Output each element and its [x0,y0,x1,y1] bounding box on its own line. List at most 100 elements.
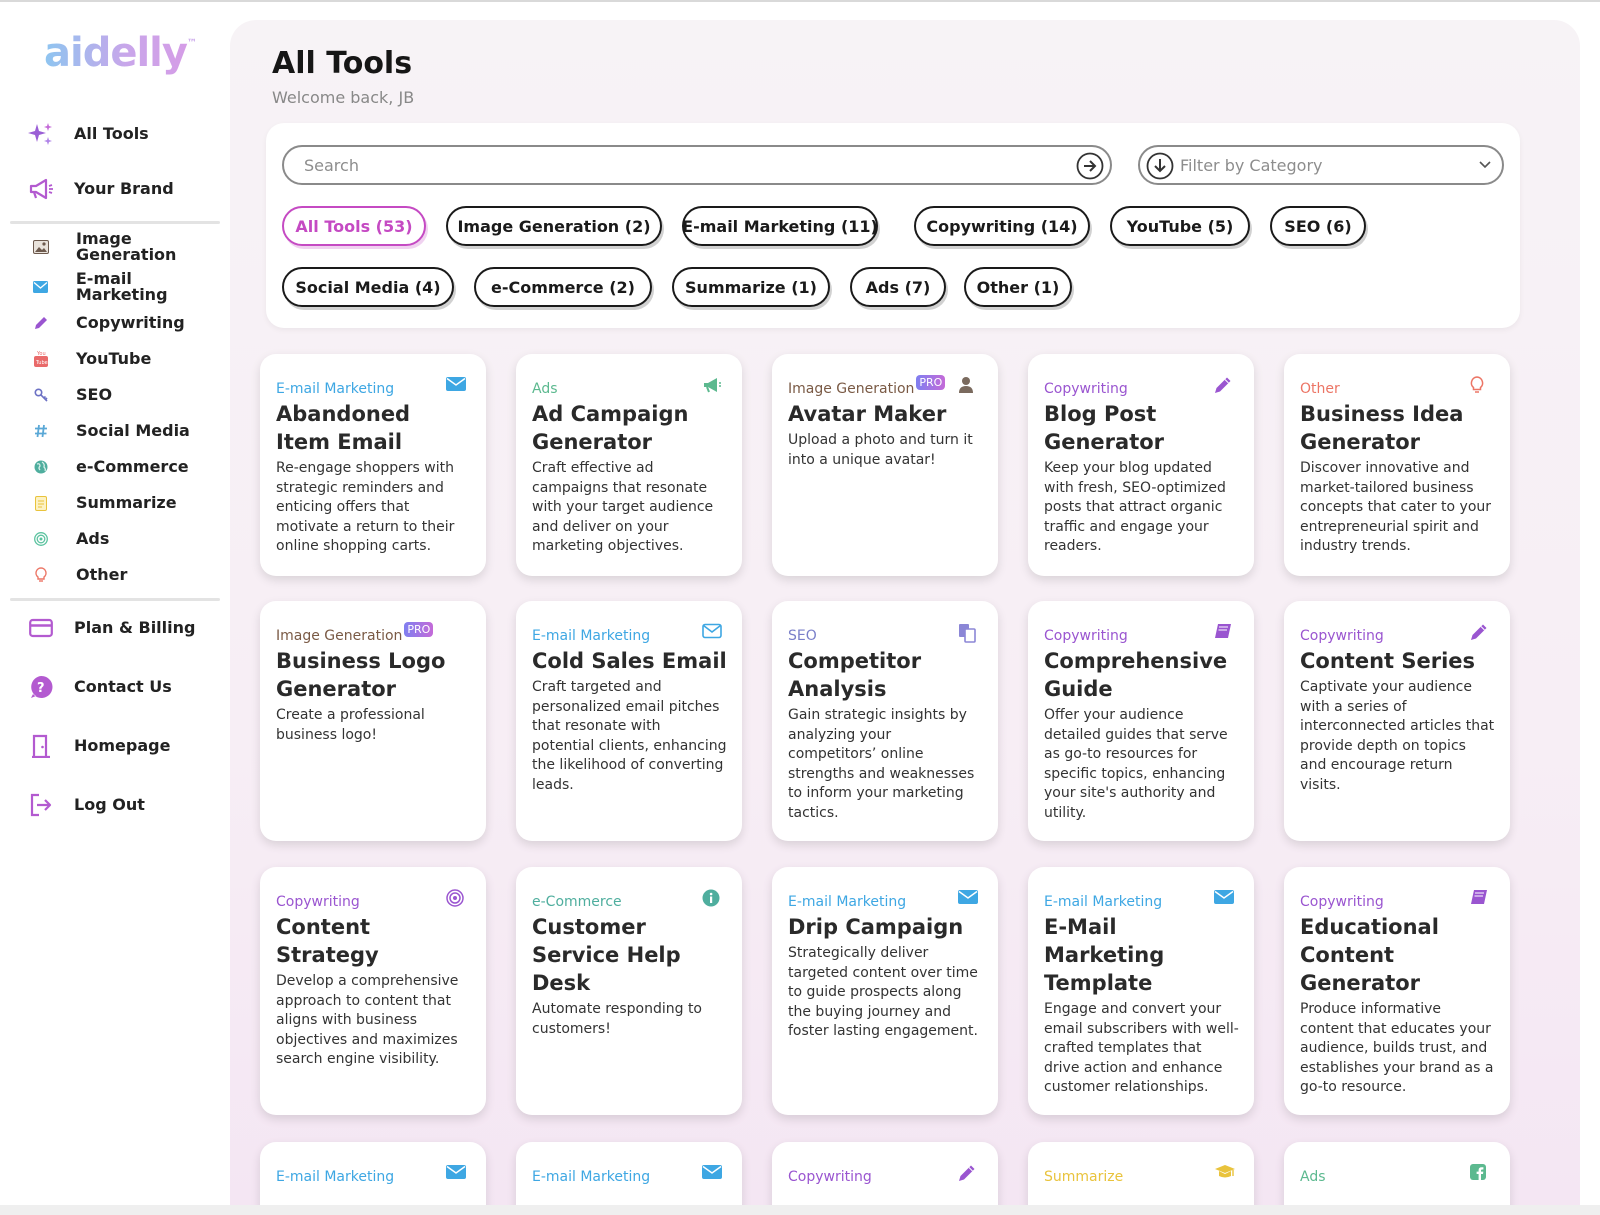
category-chip[interactable]: e-Commerce (2) [474,267,652,307]
category-chip[interactable]: YouTube (5) [1110,206,1250,246]
tool-card[interactable]: Ads [1284,1142,1510,1215]
tool-title: Ad Campaign Generator [532,402,689,454]
category-chip[interactable]: Image Generation (2) [446,206,662,246]
sidebar-item-copywriting[interactable]: Copywriting [28,308,228,338]
envelope-icon [958,889,978,909]
tool-card[interactable]: Copywriting Content Series Captivate your … [1284,601,1510,841]
tool-card[interactable]: e-Commerce Customer Service Help Desk Auto… [516,867,742,1115]
sidebar-item-homepage[interactable]: Homepage [28,731,228,761]
tool-card[interactable]: Copywriting Content Strategy Develop a com… [260,867,486,1115]
tool-description: Discover innovative and market-tailored … [1300,460,1492,554]
tool-category-label: Image Generation [788,381,915,397]
envelope-icon [32,278,50,296]
book-icon [1470,889,1490,909]
tool-card[interactable]: Copywriting Blog Post Generator Keep your … [1028,354,1254,576]
sidebar-item-label: Plan & Billing [74,618,196,637]
sidebar-item-plan-billing[interactable]: Plan & Billing [28,613,228,643]
tool-category-label: Ads [1300,1169,1326,1185]
pencil-icon [32,314,50,332]
tool-category: Other [1300,378,1495,400]
tool-category-label: Ads [532,381,558,397]
tool-card[interactable]: SEO Competitor Analysis Gain strategic ins… [772,601,998,841]
tool-card[interactable]: Copywriting Comprehensive Guide Offer your… [1028,601,1254,841]
megaphone-icon [702,376,722,396]
sidebar-item-label: All Tools [74,124,149,143]
tool-category-label: E-mail Marketing [532,1169,651,1185]
tool-category: E-mail Marketing [276,378,471,400]
sidebar-item-ecommerce[interactable]: e-Commerce [28,452,228,482]
tool-card[interactable]: E-mail Marketing Cold Sales Email Craft ta… [516,601,742,841]
sidebar-item-youtube[interactable]: You Tube You Tube [28,344,228,374]
filter-panel: Filter by Category All Tools (53) Image G… [266,123,1520,328]
sidebar-item-log-out[interactable]: Log Out [28,790,228,820]
sidebar-item-ads[interactable]: Ads [28,524,228,554]
facebook-icon [1470,1164,1490,1184]
welcome-text: Welcome back, JB [272,88,415,107]
envelope-icon [702,1164,722,1184]
tool-category-label: Other [1300,381,1340,397]
sidebar-item-image-generation[interactable]: Image Generation [28,229,228,265]
search-input[interactable] [304,155,1064,175]
tool-card[interactable]: Ads Ad Campaign Generator Craft effective … [516,354,742,576]
tool-title: E-Mail Marketing Template [1044,915,1165,995]
svg-text:You: You [36,351,46,357]
category-filter-select[interactable]: Filter by Category [1138,145,1504,185]
tool-card[interactable]: Image Generation PRO Avatar Maker Upload a … [772,354,998,576]
tool-description: Keep your blog updated with fresh, SEO-o… [1044,460,1226,554]
tool-card[interactable]: Other Business Idea Generator Discover inn… [1284,354,1510,576]
category-chip[interactable]: Other (1) [964,267,1072,307]
sidebar-item-label: Copywriting [76,313,185,332]
sidebar-item-other[interactable]: Other [28,560,228,590]
category-chip[interactable]: SEO (6) [1270,206,1366,246]
arrow-right-circle-icon[interactable] [1076,152,1104,180]
graduation-cap-icon [1214,1164,1235,1184]
sidebar-item-summarize[interactable]: Summarize [28,488,228,518]
sidebar-item-seo[interactable]: SEO [28,380,228,410]
tool-card[interactable]: E-mail Marketing Drip Campaign Strategical… [772,867,998,1115]
category-chip[interactable]: Summarize (1) [672,267,830,307]
category-chip[interactable]: All Tools (53) [282,206,426,246]
tool-card[interactable]: Image Generation PRO Business Logo Generat… [260,601,486,841]
tool-category: Image Generation PRO [276,621,471,647]
target-icon [446,889,466,909]
youtube-icon: You Tube [32,350,50,368]
tool-title: Blog Post Generator [1044,402,1165,454]
tool-card[interactable]: E-mail Marketing Abandoned Item Email Re-e… [260,354,486,576]
logo[interactable]: aidelly™ [44,30,197,76]
tool-category: E-mail Marketing [532,1166,727,1188]
tool-category: Copywriting [1300,891,1495,913]
tool-description: Captivate your audience with a series of… [1300,679,1495,793]
megaphone-icon [28,176,54,202]
tool-title: Comprehensive Guide [1044,649,1228,701]
category-chip[interactable]: Social Media (4) [282,267,454,307]
category-filter-value: Filter by Category [1180,155,1323,175]
sidebar-item-all-tools[interactable]: All Tools [28,119,228,149]
tool-category: E-mail Marketing [1044,891,1239,913]
top-border [0,0,1600,2]
tool-category-label: Copywriting [1044,381,1128,397]
svg-text:Tube: Tube [35,360,48,366]
sidebar-item-email-marketing[interactable]: E-mail Marketing [28,271,228,303]
tool-card[interactable]: Copywriting [772,1142,998,1215]
category-chip[interactable]: Copywriting (14) [914,206,1090,246]
category-chip[interactable]: Ads (7) [850,267,946,307]
sidebar-item-contact-us[interactable]: ? Contact Us [28,672,228,702]
tool-card[interactable]: Summarize [1028,1142,1254,1215]
pro-badge: PRO [916,374,946,390]
category-chip[interactable]: E-mail Marketing (11) [682,206,878,246]
sidebar-item-label: Homepage [74,736,171,755]
tool-category-label: E-mail Marketing [276,381,395,397]
tool-title: Drip Campaign [788,915,964,939]
tool-description: Craft targeted and personalized email pi… [532,679,727,793]
credit-card-icon [28,615,54,641]
tool-card[interactable]: E-mail Marketing [260,1142,486,1215]
tool-card[interactable]: E-mail Marketing E-Mail Marketing Templat… [1028,867,1254,1115]
tool-category: Copywriting [1044,378,1239,400]
lightbulb-icon [1470,376,1490,396]
tool-card[interactable]: Copywriting Educational Content Generator… [1284,867,1510,1115]
tool-title: Cold Sales Email [532,649,727,673]
sidebar-item-your-brand[interactable]: Your Brand [28,174,228,204]
tool-category-label: Copywriting [1300,894,1384,910]
tool-card[interactable]: E-mail Marketing [516,1142,742,1215]
sidebar-item-social-media[interactable]: Social Media [28,416,228,446]
